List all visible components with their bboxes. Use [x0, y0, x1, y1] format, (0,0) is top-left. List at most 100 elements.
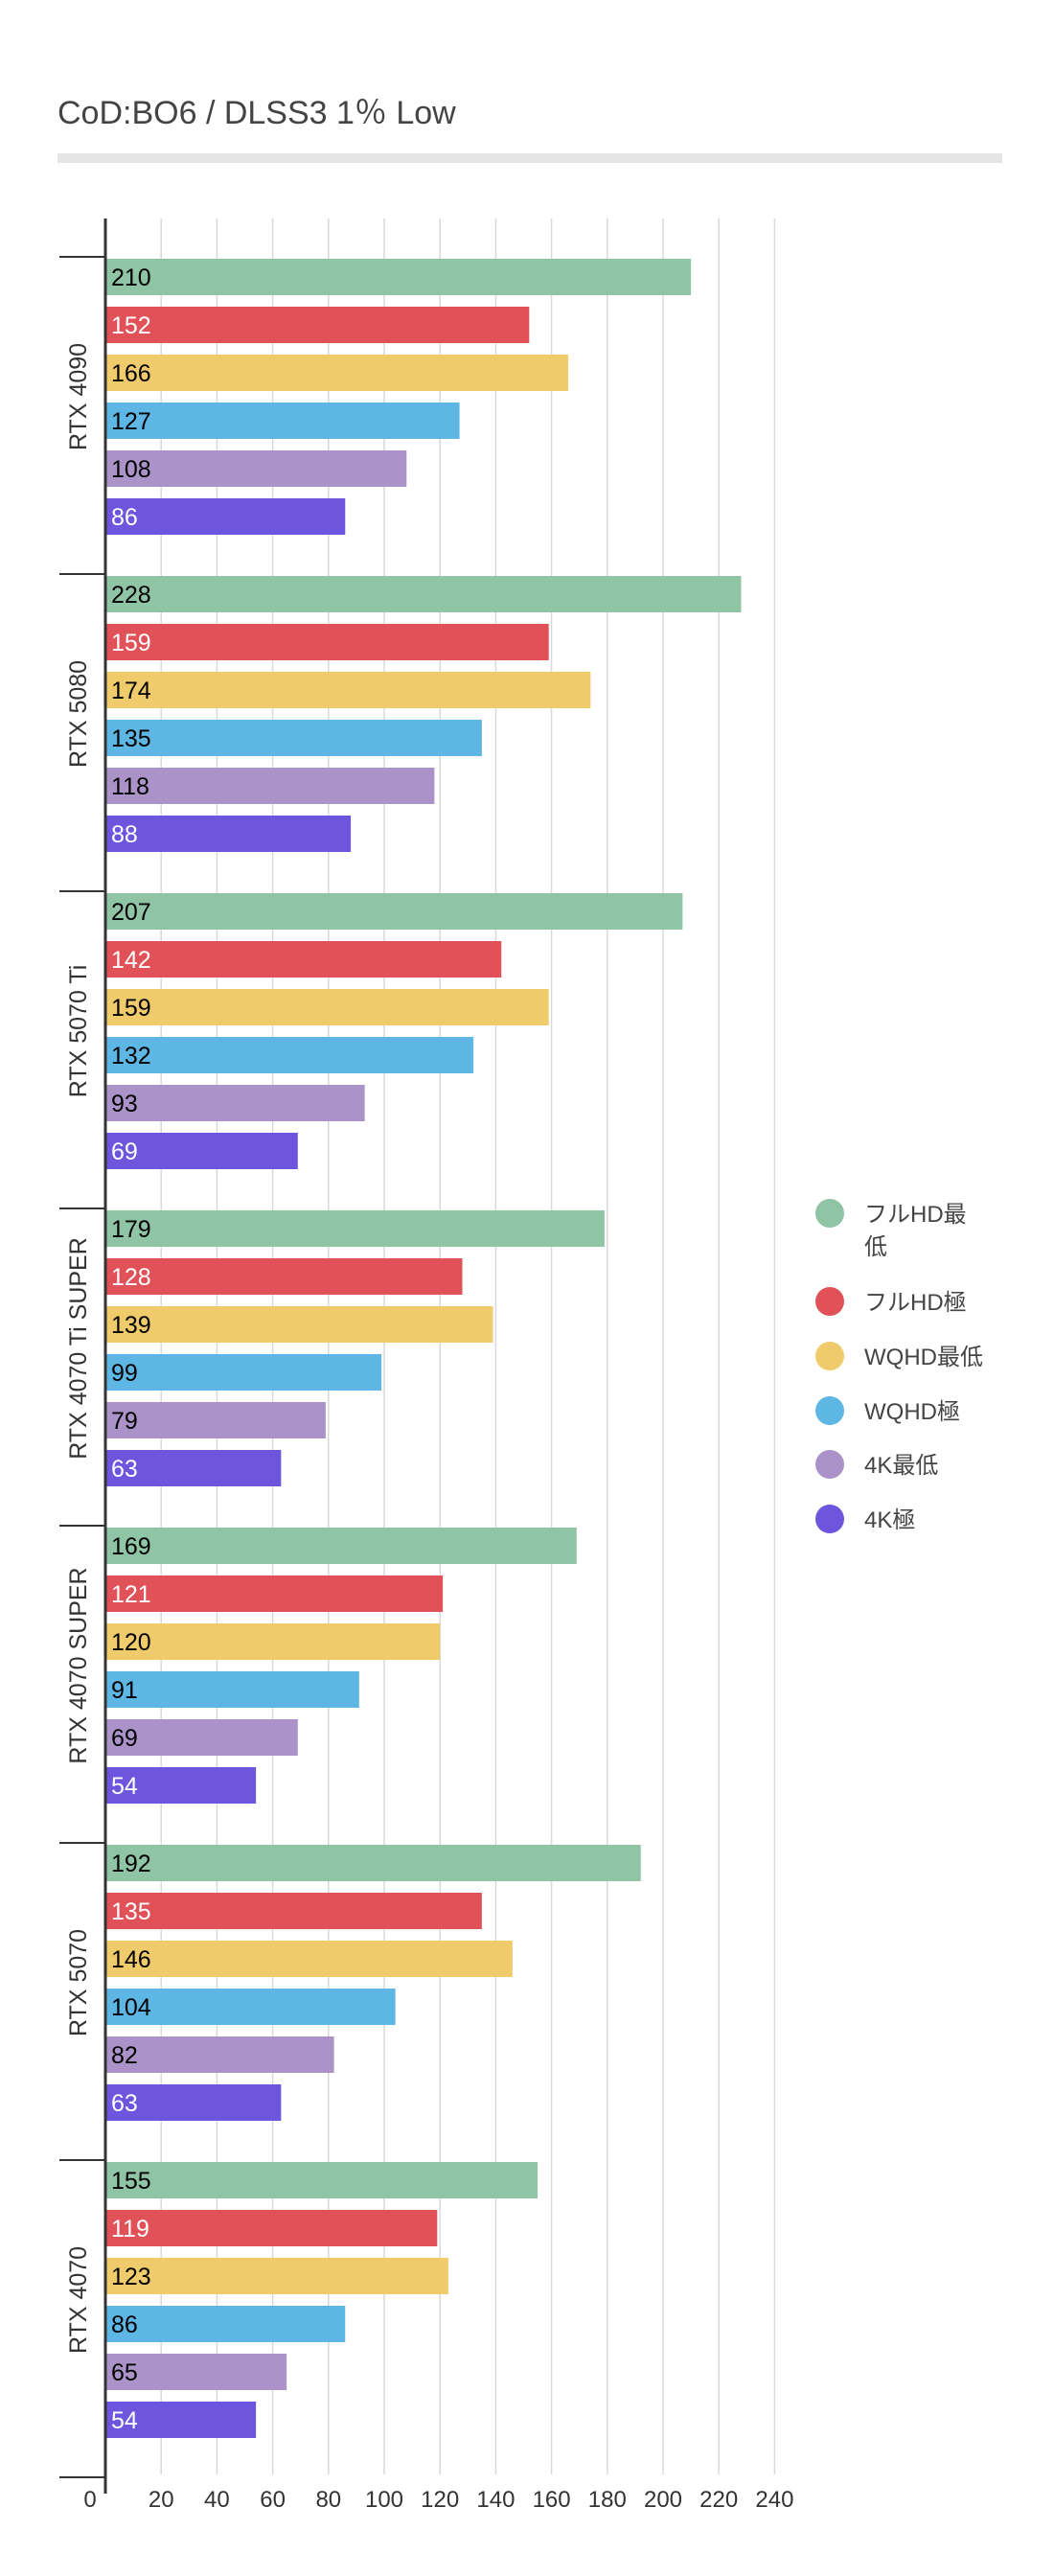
bar [105, 1893, 482, 1929]
bar [105, 2402, 257, 2438]
grid-lines [160, 218, 776, 2474]
x-tick-label: 140 [476, 2487, 515, 2513]
bar [105, 2258, 448, 2294]
bar-value-label: 159 [111, 995, 151, 1022]
bar [105, 1354, 382, 1391]
legend-label: WQHD最低 [864, 1345, 983, 1370]
bar [105, 2306, 346, 2342]
bar [105, 1528, 577, 1564]
x-tick-label: 200 [644, 2487, 682, 2513]
bar [105, 624, 549, 660]
bar [105, 1085, 365, 1121]
bar-value-label: 63 [111, 1456, 138, 1483]
bar-value-label: 152 [111, 312, 151, 339]
bar [105, 355, 569, 391]
bar-value-label: 142 [111, 947, 151, 974]
legend-swatch [815, 1396, 844, 1425]
bar [105, 259, 692, 295]
bar-value-label: 139 [111, 1312, 151, 1339]
bar [105, 893, 683, 930]
axes: 0 20 40 60 80 100 120 140 160 180 200 220 240 RTX 409… [59, 218, 793, 2513]
bar-value-label: 210 [111, 264, 151, 291]
x-tick-label: 100 [365, 2487, 403, 2513]
bar-value-label: 132 [111, 1043, 151, 1070]
bar [105, 1450, 282, 1486]
bar-value-label: 63 [111, 2090, 138, 2117]
bar-value-label: 135 [111, 725, 151, 752]
x-tick-label: 180 [588, 2487, 627, 2513]
legend-swatch [815, 1342, 844, 1370]
legend-label: フルHD極 [864, 1290, 967, 1316]
x-tick-label: 40 [204, 2487, 230, 2513]
legend-label: フルHD最 [864, 1202, 967, 1228]
category-label: RTX 4070 [65, 2246, 92, 2354]
bar-value-label: 123 [111, 2264, 151, 2290]
x-tick-label: 20 [149, 2487, 174, 2513]
bar-value-label: 127 [111, 408, 151, 435]
legend-label: 4K極 [864, 1507, 915, 1533]
category-label: RTX 5070 Ti [65, 965, 92, 1098]
bar-value-label: 119 [111, 2216, 149, 2242]
category-label: RTX 4090 [65, 343, 92, 450]
bar-value-label: 93 [111, 1091, 138, 1117]
bar-value-label: 228 [111, 582, 151, 609]
bar-value-label: 104 [111, 1994, 151, 2021]
bar [105, 1941, 513, 1977]
legend-swatch [815, 1450, 844, 1479]
bar [105, 989, 549, 1025]
bar-value-label: 54 [111, 1773, 138, 1800]
bar [105, 1719, 298, 1756]
legend-label: 4K最低 [864, 1453, 938, 1479]
bar [105, 941, 502, 978]
x-tick-label: 80 [315, 2487, 341, 2513]
bar-value-label: 207 [111, 899, 151, 926]
x-tick-label: 0 [83, 2487, 96, 2513]
bar [105, 1576, 444, 1612]
bar [105, 1037, 474, 1073]
bar [105, 1258, 463, 1295]
x-tick-label: 120 [421, 2487, 459, 2513]
bar-value-label: 86 [111, 2312, 138, 2338]
legend-swatch [815, 1505, 844, 1533]
bar [105, 1402, 326, 1438]
bar [105, 1671, 359, 1708]
bar-value-label: 135 [111, 1898, 151, 1925]
bar-value-label: 118 [111, 773, 149, 800]
bar [105, 1845, 641, 1881]
bar [105, 450, 407, 487]
bar [105, 1767, 257, 1804]
bar-value-label: 65 [111, 2359, 138, 2386]
bar-value-label: 69 [111, 1725, 138, 1752]
x-tick-label: 60 [260, 2487, 286, 2513]
bar-value-label: 91 [111, 1677, 138, 1704]
bar [105, 2084, 282, 2121]
bar [105, 402, 460, 439]
bar [105, 2162, 538, 2198]
bar-value-label: 159 [111, 630, 151, 656]
x-tick-label: 160 [533, 2487, 571, 2513]
bar-value-label: 69 [111, 1138, 138, 1165]
bar [105, 1989, 396, 2025]
title-divider [57, 153, 1002, 163]
bar [105, 1306, 493, 1343]
legend-label: WQHD極 [864, 1399, 960, 1425]
bar [105, 672, 591, 708]
bar-value-label: 179 [111, 1216, 151, 1243]
bar-value-label: 54 [111, 2407, 138, 2434]
bar [105, 2354, 287, 2390]
bar-value-label: 82 [111, 2042, 138, 2069]
x-tick-label: 220 [699, 2487, 738, 2513]
bar-value-label: 174 [111, 678, 151, 704]
bar [105, 1133, 298, 1169]
bar-value-label: 169 [111, 1533, 151, 1560]
bar [105, 307, 530, 343]
bar-value-label: 121 [111, 1581, 151, 1608]
bar-value-label: 128 [111, 1264, 151, 1291]
bar [105, 1623, 441, 1660]
category-label: RTX 5080 [65, 660, 92, 768]
bar-value-label: 99 [111, 1360, 138, 1387]
category-label: RTX 4070 Ti SUPER [65, 1237, 92, 1460]
bar-value-label: 155 [111, 2168, 151, 2195]
bar-value-label: 192 [111, 1851, 151, 1877]
